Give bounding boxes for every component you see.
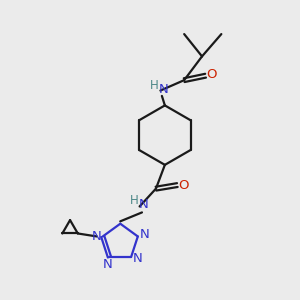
- Text: N: N: [133, 252, 142, 265]
- Text: O: O: [178, 178, 188, 192]
- Text: N: N: [103, 258, 113, 271]
- Text: O: O: [206, 68, 217, 81]
- Text: N: N: [140, 229, 149, 242]
- Text: H: H: [149, 79, 158, 92]
- Text: H: H: [130, 194, 139, 207]
- Text: N: N: [159, 82, 169, 96]
- Text: N: N: [91, 230, 101, 243]
- Text: N: N: [138, 199, 148, 212]
